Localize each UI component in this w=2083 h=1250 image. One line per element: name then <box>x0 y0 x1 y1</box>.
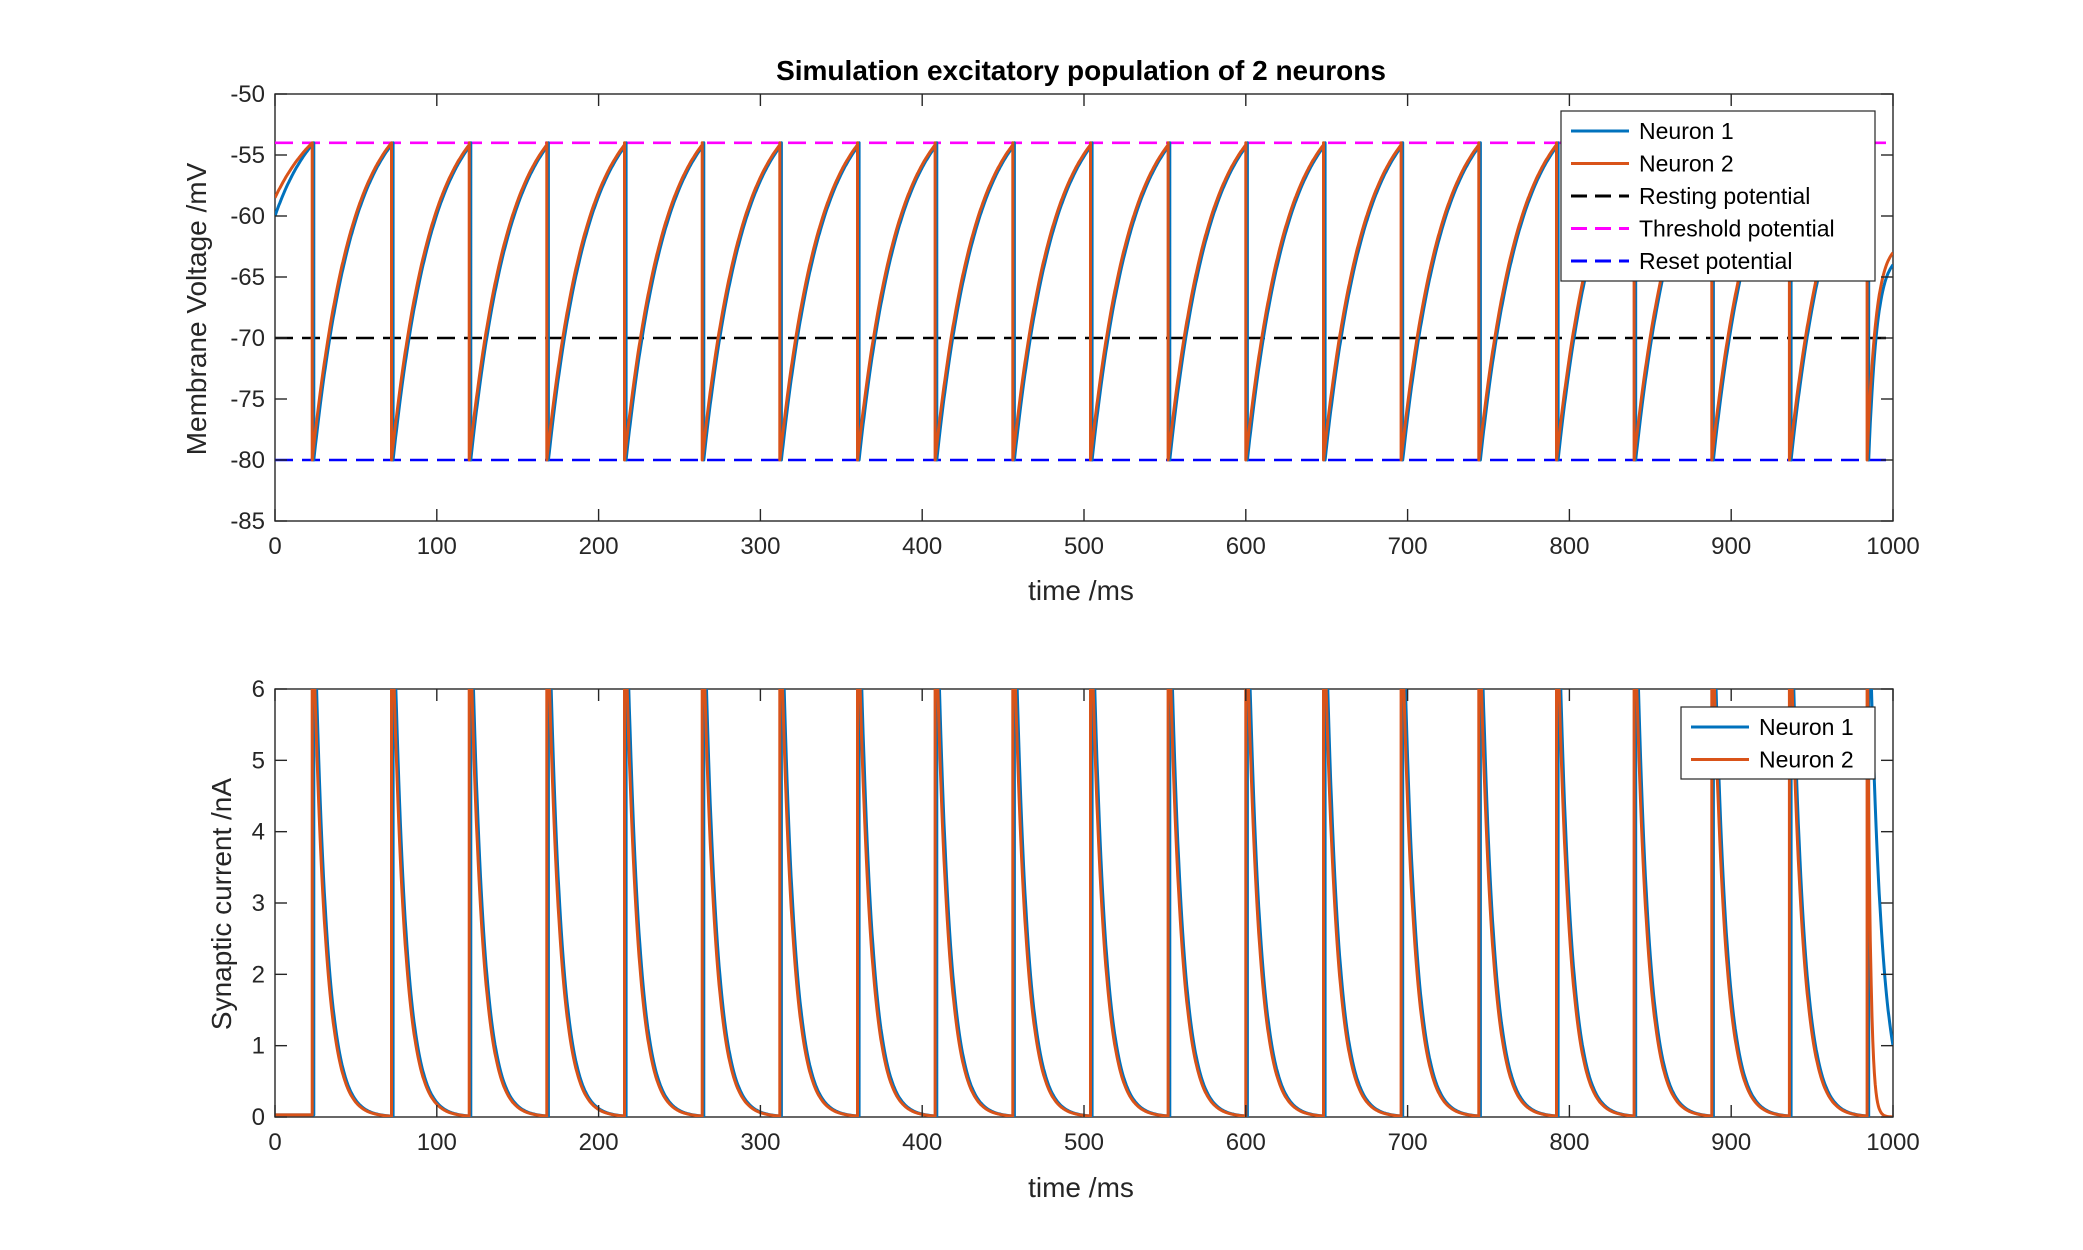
y-tick-label: -60 <box>230 203 265 230</box>
y-tick-label: -75 <box>230 386 265 413</box>
x-tick-label: 100 <box>417 1129 457 1156</box>
axes-frame <box>274 688 1894 1118</box>
x-tick-label: 0 <box>268 533 281 560</box>
x-tick-label: 300 <box>740 1129 780 1156</box>
current-y-axis-label: Synaptic current /nA <box>206 778 237 1030</box>
x-tick-label: 700 <box>1388 1129 1428 1156</box>
x-tick-label: 200 <box>579 1129 619 1156</box>
legend-label: Neuron 1 <box>1759 714 1854 740</box>
current-plot-area <box>274 688 1894 1118</box>
x-tick-label: 600 <box>1226 1129 1266 1156</box>
x-tick-label: 900 <box>1711 1129 1751 1156</box>
neuron-2-trace <box>275 689 1893 1117</box>
legend-frame <box>1680 706 1876 780</box>
voltage-chart: Simulation excitatory population of 2 ne… <box>181 55 1920 606</box>
voltage-x-axis-label: time /ms <box>1028 575 1134 606</box>
current-chart: 0 100 200 300 400 500 600 700 800 900 10000123456 … <box>206 676 1920 1203</box>
current-legend: Neuron 1 Neuron 2 <box>1680 706 1876 780</box>
x-tick-label: 200 <box>579 533 619 560</box>
voltage-legend: Neuron 1 Neuron 2 Resting potential Thresho… <box>1560 110 1876 282</box>
y-tick-label: 0 <box>252 1104 265 1131</box>
y-tick-label: -55 <box>230 142 265 169</box>
x-tick-label: 300 <box>740 533 780 560</box>
x-tick-label: 700 <box>1388 533 1428 560</box>
x-tick-label: 100 <box>417 533 457 560</box>
x-tick-label: 1000 <box>1866 1129 1919 1156</box>
legend-label: Resting potential <box>1639 183 1810 209</box>
y-tick-label: -70 <box>230 325 265 352</box>
x-tick-label: 400 <box>902 533 942 560</box>
x-tick-label: 600 <box>1226 533 1266 560</box>
x-tick-label: 500 <box>1064 533 1104 560</box>
legend-entry-neuron-2: Neuron 2 <box>1571 151 1734 177</box>
y-tick-label: -80 <box>230 447 265 474</box>
y-tick-label: 4 <box>252 819 265 846</box>
x-tick-label: 800 <box>1549 533 1589 560</box>
legend-label: Threshold potential <box>1639 216 1835 242</box>
y-tick-label: -50 <box>230 81 265 108</box>
y-tick-label: -85 <box>230 508 265 535</box>
x-tick-label: 400 <box>902 1129 942 1156</box>
y-tick-label: 6 <box>252 676 265 703</box>
legend-entry-reset-potential: Reset potential <box>1571 248 1792 274</box>
y-tick-label: -65 <box>230 264 265 291</box>
current-axis-ticks: 0 100 200 300 400 500 600 700 800 900 1000 0 1 2 3 4 5 6 <box>252 676 1920 1156</box>
y-tick-label: 1 <box>252 1033 265 1060</box>
voltage-y-axis-label: Membrane Voltage /mV <box>181 162 212 455</box>
legend-frame <box>1560 110 1876 282</box>
x-tick-label: 0 <box>268 1129 281 1156</box>
legend-entry-threshold-potential: Threshold potential <box>1571 216 1835 242</box>
x-tick-label: 1000 <box>1866 533 1919 560</box>
current-x-axis-label: time /ms <box>1028 1172 1134 1203</box>
x-tick-label: 800 <box>1549 1129 1589 1156</box>
legend-label: Neuron 2 <box>1759 747 1854 773</box>
legend-label: Reset potential <box>1639 248 1792 274</box>
voltage-axis-ticks: 0 100 200 300 400 500 600 700 800 900 1000 -50 -55 -6… <box>230 81 1919 560</box>
legend-label: Neuron 2 <box>1639 151 1734 177</box>
y-tick-label: 5 <box>252 747 265 774</box>
y-tick-label: 3 <box>252 890 265 917</box>
y-tick-label: 2 <box>252 961 265 988</box>
x-tick-label: 900 <box>1711 533 1751 560</box>
chart-title: Simulation excitatory population of 2 ne… <box>776 55 1386 86</box>
legend-entry-neuron-2: Neuron 2 <box>1691 747 1854 773</box>
legend-entry-neuron-1: Neuron 1 <box>1571 118 1734 144</box>
x-tick-label: 500 <box>1064 1129 1104 1156</box>
legend-entry-resting-potential: Resting potential <box>1571 183 1810 209</box>
legend-label: Neuron 1 <box>1639 118 1734 144</box>
legend-entry-neuron-1: Neuron 1 <box>1691 714 1854 740</box>
